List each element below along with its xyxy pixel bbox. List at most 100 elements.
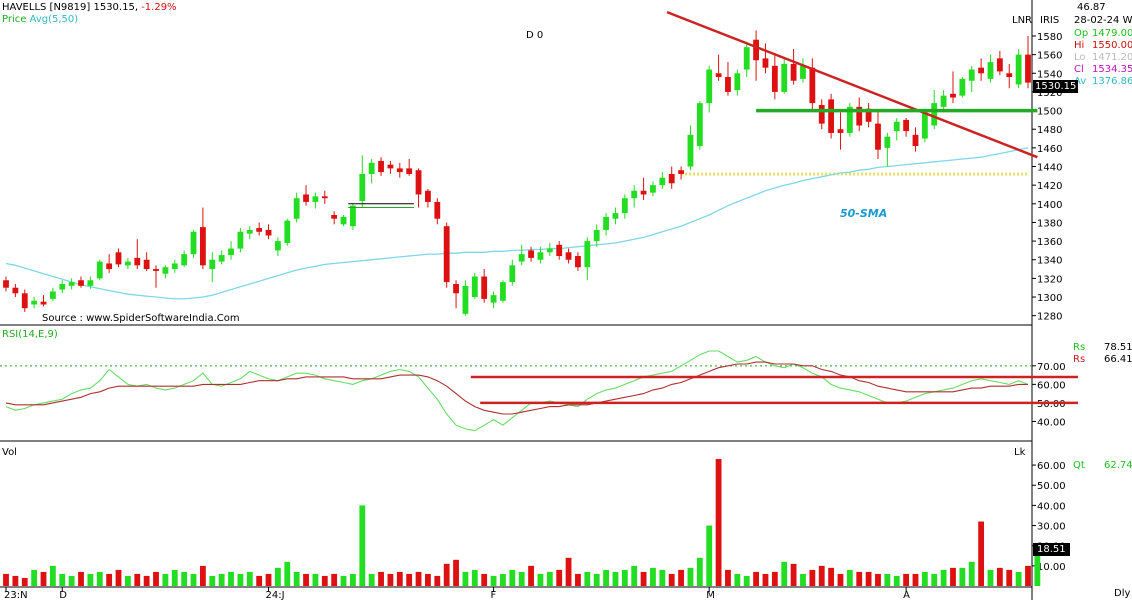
rsi-panel: 40.00 50.00 60.00 70.00 bbox=[0, 350, 1078, 432]
volume-bar bbox=[509, 569, 516, 586]
candle-body bbox=[115, 252, 122, 265]
volume-bar bbox=[565, 557, 572, 586]
candle bbox=[1025, 35, 1031, 89]
candle bbox=[284, 218, 291, 246]
ohlc-value: 1376.86 bbox=[1092, 76, 1132, 87]
candle-body bbox=[359, 173, 366, 202]
candle-body bbox=[443, 226, 450, 283]
candle bbox=[78, 276, 84, 288]
volume-bar bbox=[753, 571, 759, 586]
candle-body bbox=[490, 295, 497, 303]
candle bbox=[856, 97, 863, 132]
sma-50-line bbox=[5, 147, 1029, 300]
qty-label: Qt bbox=[1073, 460, 1085, 471]
candle-body bbox=[978, 67, 985, 74]
volume-bar bbox=[884, 573, 891, 586]
candle bbox=[190, 229, 197, 258]
candle-body bbox=[3, 280, 9, 288]
volume-bar bbox=[931, 573, 938, 586]
volume-bar bbox=[603, 569, 609, 586]
candle bbox=[162, 265, 169, 279]
candle bbox=[40, 295, 47, 307]
candle-body bbox=[378, 160, 384, 173]
candle-body bbox=[893, 121, 900, 132]
volume-tick-label: 30.00 bbox=[1037, 522, 1066, 533]
volume-bar bbox=[734, 573, 741, 586]
volume-bar bbox=[209, 575, 216, 586]
candle-body bbox=[575, 256, 581, 268]
candle-body bbox=[828, 99, 835, 133]
candle-body bbox=[321, 196, 328, 199]
volume-bar bbox=[218, 573, 225, 586]
candle bbox=[331, 211, 338, 225]
volume-bar bbox=[246, 571, 253, 586]
candle bbox=[181, 250, 188, 268]
candle bbox=[734, 69, 741, 96]
price-legend: Price Avg(5,50) bbox=[2, 14, 78, 25]
volume-bar bbox=[228, 571, 234, 586]
volume-bar bbox=[950, 567, 956, 586]
candle-body bbox=[1006, 73, 1013, 78]
volume-tick-label: 40.00 bbox=[1037, 501, 1066, 512]
candle bbox=[87, 276, 94, 289]
x-tick-label: F bbox=[491, 590, 497, 600]
volume-bar bbox=[31, 569, 38, 586]
price-tick-label: 1320 bbox=[1037, 274, 1062, 285]
volume-bar bbox=[21, 577, 28, 586]
candle-body bbox=[537, 252, 544, 260]
volume-bar bbox=[621, 569, 628, 586]
candle bbox=[153, 265, 159, 288]
candle-body bbox=[846, 106, 853, 133]
price-tick-label: 1520 bbox=[1037, 88, 1062, 99]
volume-bar bbox=[968, 561, 975, 586]
candle-body bbox=[246, 229, 253, 234]
candle-body bbox=[181, 254, 188, 266]
price-badge: 1530.15 bbox=[1033, 80, 1079, 93]
candle-body bbox=[396, 168, 403, 173]
candle bbox=[593, 224, 600, 247]
candle-body bbox=[190, 231, 197, 255]
volume-bar bbox=[715, 459, 722, 586]
volume-bar bbox=[462, 571, 469, 586]
volume-bar bbox=[537, 573, 544, 586]
volume-bar bbox=[312, 573, 319, 586]
candle-body bbox=[21, 293, 28, 309]
candle bbox=[940, 90, 947, 113]
candle-body bbox=[199, 227, 206, 266]
candle-body bbox=[312, 196, 319, 202]
volume-bar bbox=[828, 567, 835, 586]
volume-bar bbox=[181, 571, 188, 586]
candle-body bbox=[434, 201, 441, 219]
rsi-line bbox=[5, 350, 1029, 432]
candle bbox=[228, 241, 234, 260]
candle bbox=[696, 101, 703, 150]
volume-bar bbox=[631, 565, 638, 586]
volume-bar bbox=[443, 563, 450, 586]
ohlc-key: Hi bbox=[1074, 40, 1085, 51]
candle bbox=[443, 222, 450, 288]
candle-body bbox=[425, 190, 431, 202]
symbol-name: HAVELLS [N9819] bbox=[2, 2, 91, 13]
candle-body bbox=[462, 285, 469, 314]
candle bbox=[275, 237, 281, 257]
volume-bar bbox=[743, 575, 750, 586]
candle-body bbox=[715, 73, 722, 78]
volume-bar bbox=[1006, 569, 1013, 586]
volume-bar bbox=[659, 569, 666, 586]
volume-bar bbox=[237, 573, 244, 586]
candle-body bbox=[518, 254, 525, 262]
candle bbox=[256, 222, 263, 236]
volume-bar bbox=[818, 565, 825, 586]
candle bbox=[790, 49, 797, 85]
candle bbox=[199, 207, 206, 270]
candle bbox=[481, 269, 488, 303]
candle-body bbox=[153, 269, 159, 271]
volume-bar bbox=[115, 569, 122, 586]
volume-bar bbox=[96, 571, 103, 586]
cursor-label: D 0 bbox=[526, 30, 544, 41]
candle-body bbox=[528, 250, 534, 258]
volume-bar bbox=[68, 575, 75, 586]
candle-body bbox=[275, 241, 281, 251]
candle-body bbox=[40, 301, 47, 305]
